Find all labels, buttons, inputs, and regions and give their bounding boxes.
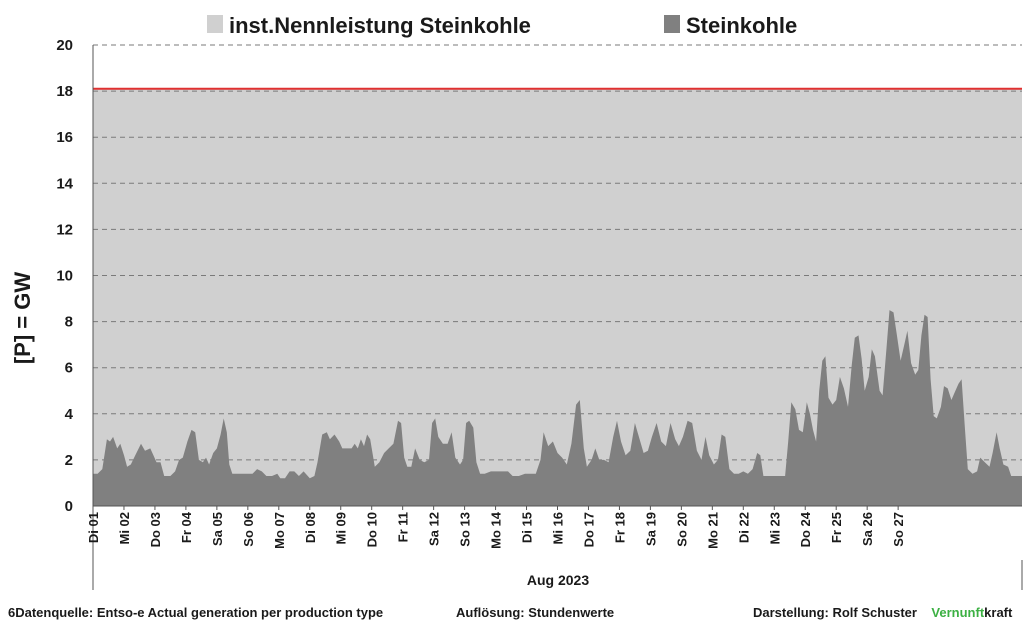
x-tick-label: Do 10 [365, 512, 380, 547]
y-tick-label: 14 [56, 175, 73, 192]
y-tick-label: 4 [65, 406, 74, 423]
footer-credit: Darstellung: Rolf Schuster Vernunftkraft [753, 605, 1012, 620]
x-tick-label: Sa 05 [210, 512, 225, 546]
x-tick-label: Fr 11 [396, 512, 411, 542]
x-tick-label: Sa 26 [860, 512, 875, 546]
footer-author: Darstellung: Rolf Schuster [753, 605, 917, 620]
legend-swatch-steinkohle [664, 15, 680, 33]
y-tick-label: 8 [65, 314, 73, 331]
y-tick-label: 20 [56, 37, 73, 54]
legend-swatch-capacity [207, 15, 223, 33]
x-tick-label: Mo 14 [489, 511, 504, 549]
x-tick-label: Di 01 [86, 512, 101, 543]
x-tick-label: Do 03 [148, 512, 163, 547]
x-tick-label: Sa 12 [427, 512, 442, 546]
legend-label-steinkohle: Steinkohle [686, 13, 797, 38]
x-tick-label: Di 15 [520, 512, 535, 543]
y-tick-label: 16 [56, 129, 73, 146]
x-tick-label: Di 22 [736, 512, 751, 543]
x-tick-label: Mo 21 [705, 512, 720, 549]
x-tick-label: Mi 23 [767, 512, 782, 545]
x-tick-label: Do 24 [798, 511, 813, 547]
y-tick-label: 0 [65, 498, 73, 515]
y-tick-label: 6 [65, 360, 73, 377]
y-tick-label: 2 [65, 452, 73, 469]
x-tick-label: So 06 [241, 512, 256, 547]
x-tick-label: Di 08 [303, 512, 318, 543]
footer-resolution: Auflösung: Stundenwerte [456, 605, 615, 620]
y-tick-label: 18 [56, 83, 73, 100]
footer-source: 6Datenquelle: Entso-e Actual generation … [8, 605, 384, 620]
x-tick-label: Mi 09 [334, 512, 349, 545]
y-tick-label: 10 [56, 268, 73, 285]
brand-kraft: kraft [984, 605, 1013, 620]
x-tick-label: Fr 18 [612, 512, 627, 543]
y-axis-label: [P] = GW [10, 272, 35, 365]
y-tick-labels: 0 2 4 6 8 10 12 14 16 18 20 [56, 37, 73, 515]
x-tick-label: Do 17 [582, 512, 597, 547]
y-tick-label: 12 [56, 221, 73, 238]
x-tick-label: So 27 [891, 512, 906, 547]
steinkohle-area [93, 87, 1022, 506]
x-axis-label: Aug 2023 [527, 572, 589, 588]
x-tick-label: Mo 07 [272, 512, 287, 549]
legend: inst.Nennleistung Steinkohle Steinkohle [207, 13, 797, 38]
legend-label-capacity: inst.Nennleistung Steinkohle [229, 13, 531, 38]
x-tick-label: Fr 04 [179, 511, 194, 543]
x-tick-label: Sa 19 [643, 512, 658, 546]
x-tick-label: So 13 [458, 512, 473, 547]
x-tick-label: So 20 [674, 512, 689, 547]
brand-vernunft: Vernunft [931, 605, 985, 620]
steinkohle-series [93, 310, 1022, 506]
x-tick-label: Fr 25 [829, 512, 844, 543]
x-tick-label: Mi 02 [117, 512, 132, 545]
x-tick-label: Mi 16 [551, 512, 566, 545]
x-tick-labels: Di 01 Mi 02 Do 03 Fr 04 Sa 05 So 06 Mo 07 Di 08… [86, 506, 906, 549]
